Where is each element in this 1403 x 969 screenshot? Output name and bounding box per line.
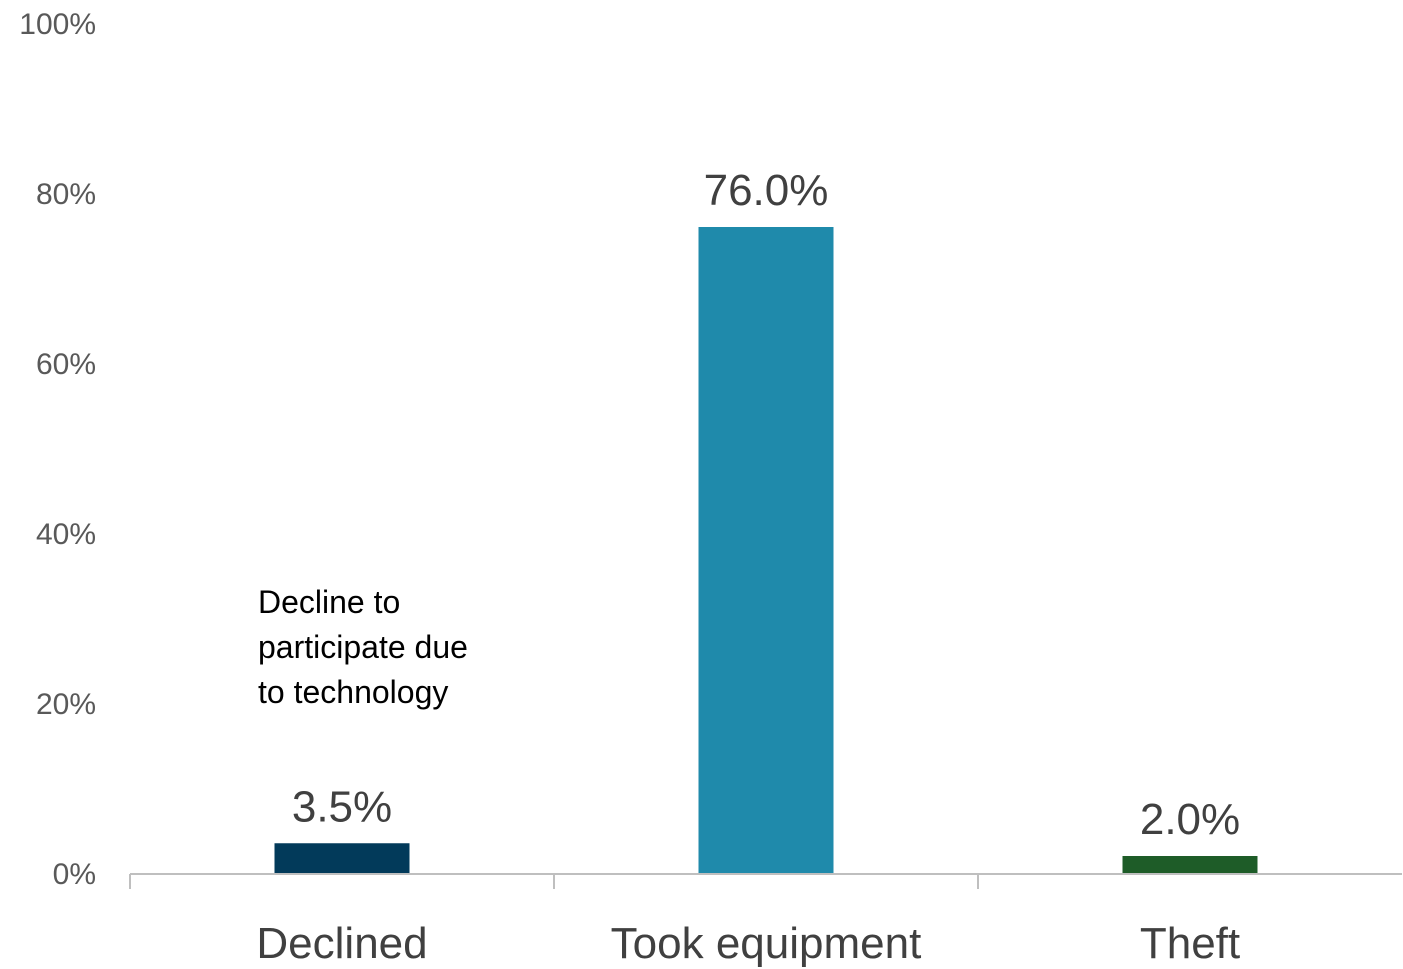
category-label: Took equipment: [611, 919, 922, 968]
data-label: 2.0%: [1140, 795, 1240, 844]
y-tick-label: 0%: [53, 858, 96, 891]
y-tick-label: 60%: [36, 348, 96, 381]
data-label: 3.5%: [292, 782, 392, 831]
x-axis-ticks: [129, 874, 979, 889]
bar: [698, 227, 834, 873]
bars: [274, 227, 1258, 873]
annotation-line: Decline to: [258, 584, 400, 620]
data-label: 76.0%: [704, 166, 829, 215]
annotation-line: to technology: [258, 674, 448, 710]
category-label: Declined: [256, 919, 427, 968]
y-tick-label: 40%: [36, 518, 96, 551]
y-tick-label: 80%: [36, 178, 96, 211]
annotation-text: Decline to participate due to technology: [258, 584, 468, 710]
category-label: Theft: [1140, 919, 1240, 968]
data-labels: 3.5% 76.0% 2.0%: [292, 166, 1240, 844]
y-tick-label: 20%: [36, 688, 96, 721]
category-labels: Declined Took equipment Theft: [256, 919, 1240, 968]
y-tick-label: 100%: [19, 8, 96, 41]
bar: [1122, 856, 1258, 873]
y-axis-ticks: 0% 20% 40% 60% 80% 100%: [19, 8, 96, 891]
bar: [274, 843, 410, 873]
annotation-line: participate due: [258, 629, 468, 665]
